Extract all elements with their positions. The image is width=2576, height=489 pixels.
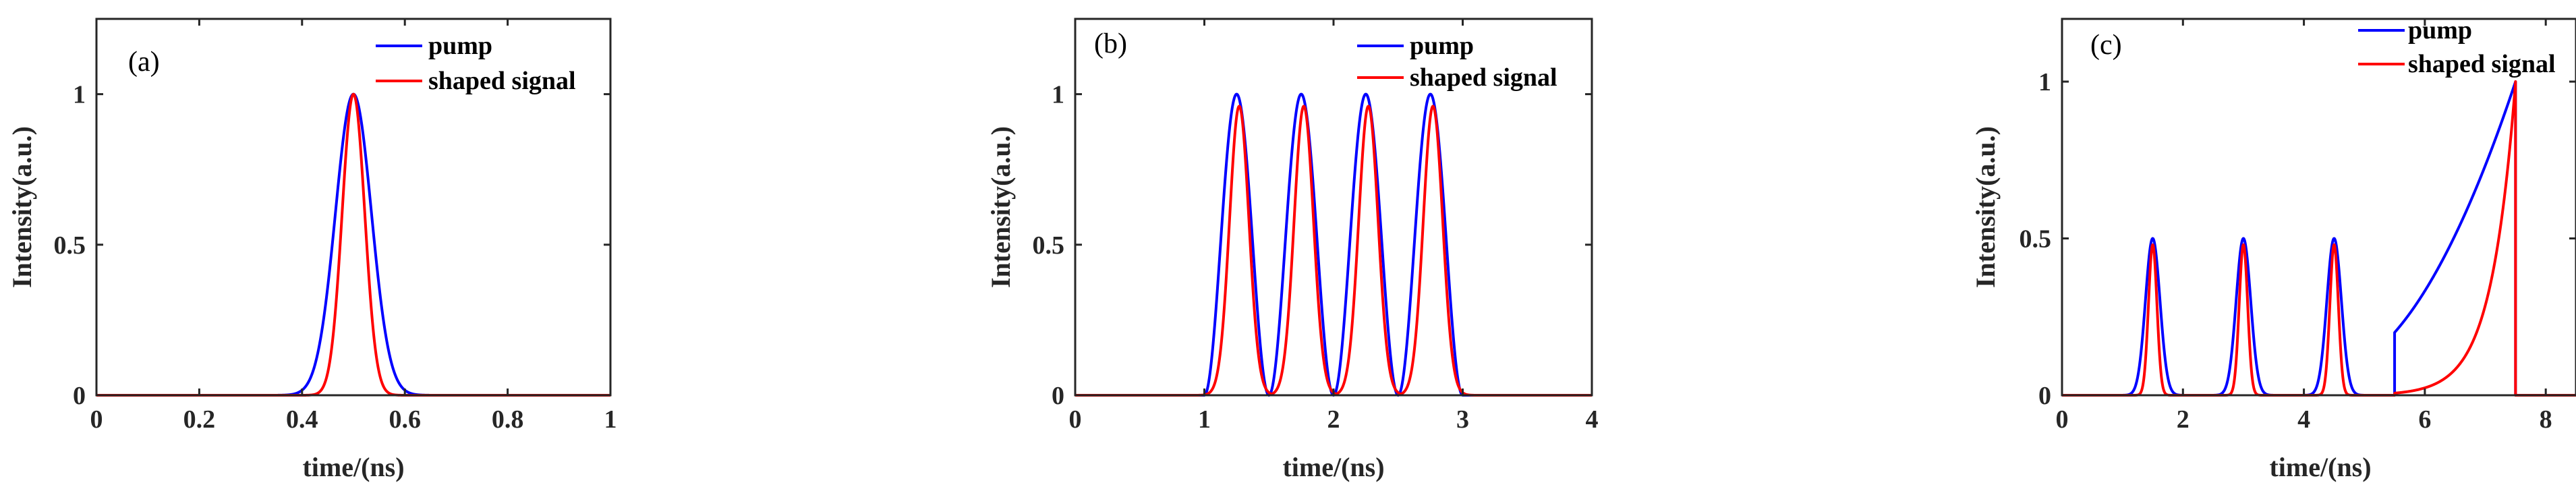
panel-a-label: (a) <box>128 47 160 78</box>
panel-a-axes-box <box>95 18 612 397</box>
panel-b-y-axis: 00.51 <box>1033 81 1592 410</box>
panel-c-xtick-label: 0 <box>2056 405 2069 434</box>
panel-a-y-axis: 00.51 <box>54 81 610 410</box>
panel-a-xtick-label: 0.6 <box>389 405 421 434</box>
panel-a-xtick-label: 1 <box>604 405 617 434</box>
panel-b-pump-line <box>1074 92 1593 397</box>
panel-b-signal-line <box>1074 105 1593 397</box>
panel-a-ytick-label: 0 <box>73 382 86 410</box>
panel-c-x-axis-label: time/(ns) <box>2269 452 2371 482</box>
panel-b-ytick-label: 0.5 <box>1033 231 1065 260</box>
panel-c-ytick-label: 0.5 <box>2020 225 2052 254</box>
panel-a-x-axis: 0 0.2 0.4 0.6 0.8 1 <box>90 19 617 434</box>
panel-b-xtick-label: 4 <box>1586 405 1599 434</box>
panel-b-ytick-label: 0 <box>1052 382 1064 410</box>
panel-c-xtick-label: 6 <box>2418 405 2431 434</box>
panel-b-xtick-label: 3 <box>1456 405 1469 434</box>
panel-b-legend-pump-label: pump <box>1410 32 1474 60</box>
panel-c-legend: pump shaped signal <box>2358 16 2556 78</box>
panel-c-legend-pump-label: pump <box>2408 16 2472 45</box>
panel-b-xtick-label: 0 <box>1069 405 1082 434</box>
panel-c-y-axis: 00.51 <box>2020 68 2576 410</box>
panel-a: 0 0.2 0.4 0.6 0.8 1 00.51 (a) time/(ns) Inten… <box>7 18 617 482</box>
panel-a-signal-line <box>95 92 612 397</box>
panel-b-x-axis-label: time/(ns) <box>1282 452 1384 482</box>
panel-b-xtick-label: 1 <box>1198 405 1211 434</box>
panel-b-label: (b) <box>1094 28 1127 59</box>
panel-a-ytick-label: 0.5 <box>54 231 86 260</box>
panel-c-ytick-label: 0 <box>2038 382 2051 410</box>
panel-a-xtick-label: 0.2 <box>183 405 216 434</box>
panel-a-legend: pump shaped signal <box>376 32 576 95</box>
panel-a-xtick-label: 0 <box>90 405 103 434</box>
panel-b-y-axis-label: Intensity(a.u.) <box>985 126 1016 288</box>
panel-b-x-axis: 0 1 2 3 4 <box>1069 19 1599 434</box>
panel-a-y-axis-label: Intensity(a.u.) <box>7 126 37 288</box>
panel-c-label: (c) <box>2090 30 2122 61</box>
panel-b-ytick-label: 1 <box>1052 81 1064 109</box>
panel-a-legend-pump-label: pump <box>428 32 492 60</box>
panel-a-x-axis-label: time/(ns) <box>302 452 404 482</box>
panel-c-ytick-label: 1 <box>2038 68 2051 96</box>
panel-a-legend-signal-label: shaped signal <box>428 67 576 95</box>
panel-c-axes-box <box>2061 18 2576 397</box>
panel-c-xtick-label: 4 <box>2297 405 2310 434</box>
panel-c-xtick-label: 2 <box>2177 405 2189 434</box>
panel-a-curves <box>95 92 612 397</box>
panel-c-y-axis-label: Intensity(a.u.) <box>1970 126 2001 288</box>
panel-a-ytick-label: 1 <box>73 81 86 109</box>
panel-b-legend-signal-label: shaped signal <box>1410 63 1557 92</box>
panel-c-curves <box>2061 80 2576 397</box>
panel-c-xtick-label: 8 <box>2540 405 2552 434</box>
panel-c-pump-line <box>2061 80 2576 397</box>
panel-a-pump-line <box>95 92 612 397</box>
panel-c-x-axis: 0 2 4 6 8 <box>2056 19 2552 434</box>
panel-a-xtick-label: 0.4 <box>286 405 318 434</box>
panel-c-legend-signal-label: shaped signal <box>2408 50 2556 78</box>
panel-b-legend: pump shaped signal <box>1357 32 1557 92</box>
panel-b-xtick-label: 2 <box>1327 405 1340 434</box>
panel-a-xtick-label: 0.8 <box>492 405 524 434</box>
panel-b-curves <box>1074 92 1593 397</box>
